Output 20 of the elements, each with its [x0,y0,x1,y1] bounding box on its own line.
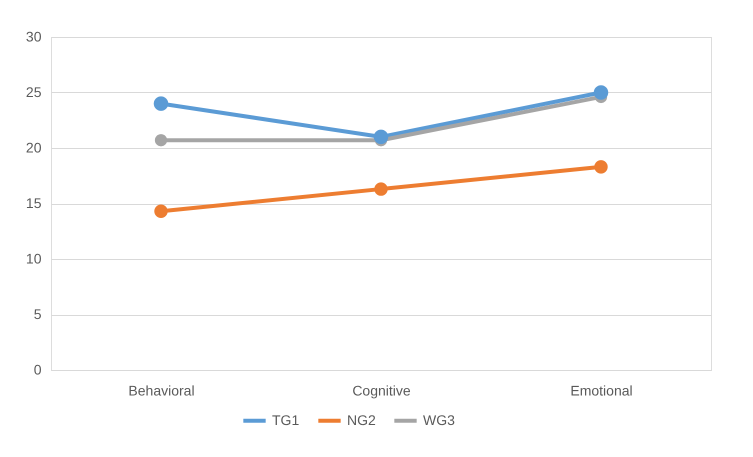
y-tick-label: 0 [34,362,42,378]
point [154,96,168,111]
x-tick-label: Cognitive [352,382,411,398]
point [154,134,168,146]
y-tick-label: 10 [26,250,42,266]
legend-label: NG2 [347,412,376,428]
point [154,204,168,218]
point [374,130,388,144]
point [374,182,388,196]
x-tick-label: Emotional [570,382,633,398]
y-tick-label: 30 [26,28,42,44]
y-tick-label: 5 [34,306,42,322]
legend-label: WG3 [423,412,456,428]
y-tick-label: 25 [26,84,42,100]
point [594,160,608,174]
y-tick-label: 20 [26,140,42,156]
point [594,85,608,100]
legend-label: TG1 [272,412,300,428]
y-tick-label: 15 [26,195,42,211]
x-tick-label: Behavioral [128,382,195,398]
